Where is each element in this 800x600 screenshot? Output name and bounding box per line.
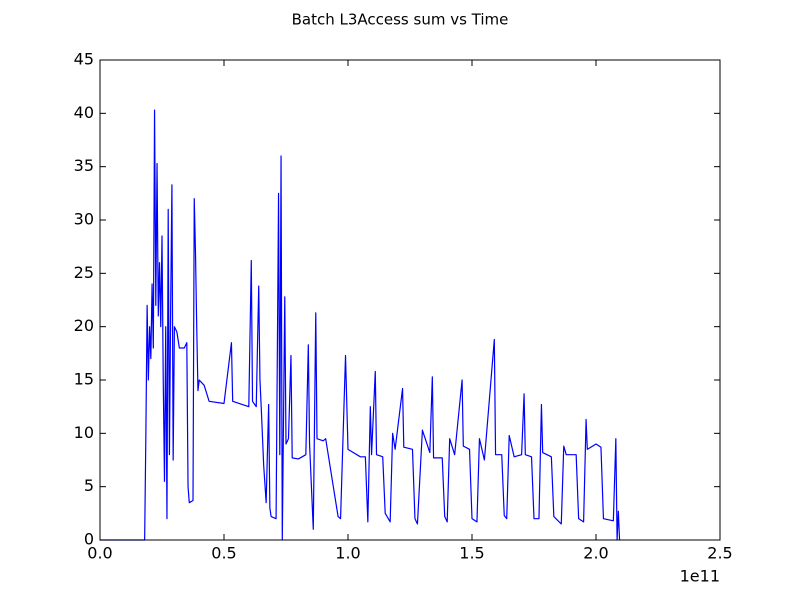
chart-title: Batch L3Access sum vs Time bbox=[292, 11, 509, 29]
y-tick-label: 35 bbox=[74, 156, 94, 175]
x-offset-label: 1e11 bbox=[680, 567, 720, 586]
x-tick-label: 0.5 bbox=[211, 544, 236, 563]
x-tick-label: 1.5 bbox=[459, 544, 484, 563]
y-tick-label: 10 bbox=[74, 423, 94, 442]
y-tick-label: 25 bbox=[74, 263, 94, 282]
y-tick-label: 40 bbox=[74, 103, 94, 122]
x-tick-label: 0.0 bbox=[87, 544, 112, 563]
y-tick-label: 30 bbox=[74, 210, 94, 229]
y-tick-label: 0 bbox=[84, 530, 94, 549]
data-line bbox=[100, 109, 621, 541]
y-tick-label: 20 bbox=[74, 316, 94, 335]
x-tick-label: 2.0 bbox=[583, 544, 608, 563]
y-tick-label: 15 bbox=[74, 370, 94, 389]
y-tick-label: 45 bbox=[74, 50, 94, 69]
x-tick-label: 1.0 bbox=[335, 544, 360, 563]
plot-frame bbox=[99, 59, 721, 541]
x-tick-label: 2.5 bbox=[707, 544, 732, 563]
y-tick-label: 5 bbox=[84, 476, 94, 495]
